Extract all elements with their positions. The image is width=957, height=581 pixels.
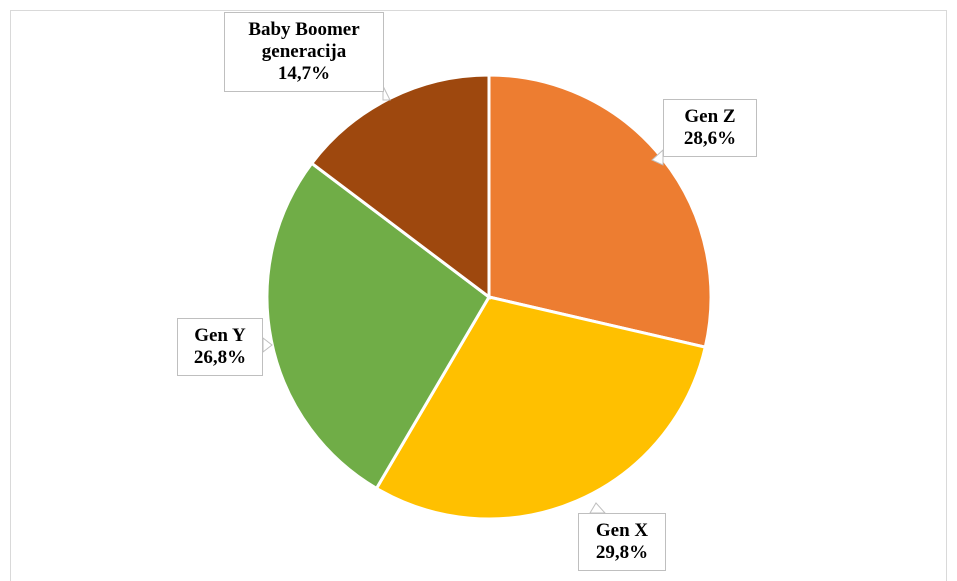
chart-frame — [10, 10, 947, 581]
pie-slice — [374, 295, 708, 521]
category-label: Baby Boomer generacija — [248, 19, 360, 62]
value-label: 29,8% — [595, 542, 649, 563]
data-label: Gen X 29,8% — [578, 513, 666, 571]
value-label: 28,6% — [683, 128, 737, 149]
data-label: Gen Z 28,6% — [663, 99, 757, 157]
value-label: 14,7% — [277, 63, 331, 84]
pie-slice — [265, 161, 491, 491]
category-label: Gen X — [595, 520, 649, 541]
label-pointer — [382, 85, 391, 101]
data-label: Baby Boomer generacija 14,7% — [224, 12, 384, 92]
label-pointer — [651, 148, 664, 166]
data-label: Gen Y 26,8% — [177, 318, 263, 376]
category-label: Gen Y — [194, 325, 246, 346]
label-pointer — [589, 502, 607, 514]
label-pointer — [262, 336, 273, 354]
category-label: Gen Z — [684, 106, 736, 127]
value-label: 26,8% — [193, 347, 247, 368]
pie-slice — [309, 73, 491, 301]
